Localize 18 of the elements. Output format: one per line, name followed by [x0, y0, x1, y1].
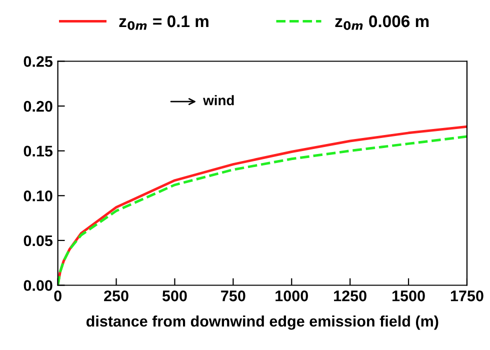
x-tick-label: 500 [162, 290, 187, 302]
x-tick-label: 250 [104, 290, 128, 302]
x-axis-title: distance from downwind edge emission field (m) [86, 315, 438, 330]
y-tick-label: 0.10 [24, 190, 52, 202]
x-tick-label: 1250 [334, 290, 366, 302]
x-tick-label: 0 [54, 290, 62, 302]
x-tick-label: 1750 [450, 290, 484, 302]
legend-label: z$_{0m}$ = 0.1 m [119, 15, 208, 30]
legend-label: z$_{0m}$ 0.006 m [335, 15, 429, 30]
x-tick-label: 1500 [392, 290, 425, 302]
annotation: wind [203, 95, 234, 106]
y-tick-label: 0.15 [24, 146, 53, 157]
x-tick-label: 1000 [276, 290, 308, 302]
y-tick-label: 0.05 [24, 235, 53, 246]
y-tick-label: 0.20 [24, 100, 52, 112]
y-tick-label: 0.25 [24, 56, 53, 67]
x-tick-label: 750 [221, 290, 246, 302]
y-tick-label: 0.00 [24, 280, 52, 291]
